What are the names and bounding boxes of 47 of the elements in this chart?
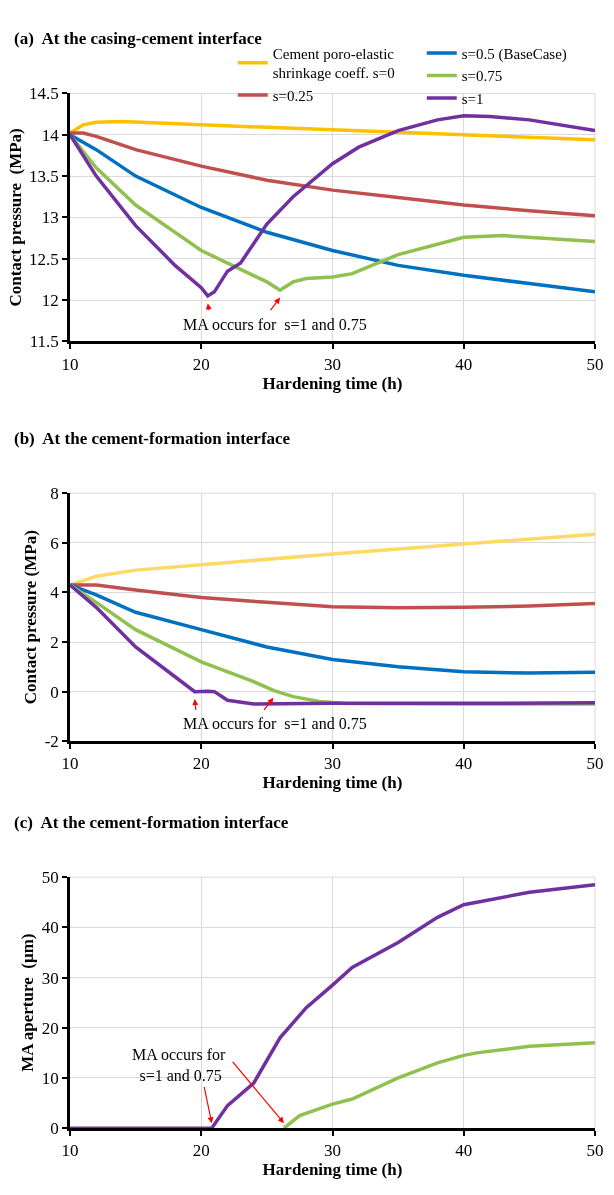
x-tick-label: 20 xyxy=(192,1141,210,1161)
x-tick-label: 20 xyxy=(192,754,210,774)
y-axis-title: Contact pressure (MPa) xyxy=(5,128,25,307)
legend-label: s=0.5 (BaseCase) xyxy=(461,45,567,63)
annotation: MA occurs for s=1 and 0.75 xyxy=(183,316,367,333)
x-axis-title: Hardening time (h) xyxy=(262,773,403,793)
x-tick-label: 50 xyxy=(586,754,604,774)
y-tick-label: 40 xyxy=(41,918,59,938)
y-tick-label: 20 xyxy=(41,1018,59,1038)
x-tick-label: 40 xyxy=(455,354,473,374)
legend-label: s=0.25 xyxy=(272,87,314,104)
x-tick-label: 30 xyxy=(324,754,341,774)
y-tick-label: -2 xyxy=(44,732,59,752)
x-tick-label: 40 xyxy=(455,754,473,774)
legend-label: s=1 xyxy=(461,90,484,107)
y-tick-label: 12.5 xyxy=(29,249,59,269)
y-tick-label: 30 xyxy=(41,968,59,988)
y-tick-label: 0 xyxy=(50,682,59,702)
x-tick-label: 20 xyxy=(192,354,210,374)
y-tick-label: 6 xyxy=(50,533,59,553)
x-tick-label: 30 xyxy=(324,354,341,374)
y-tick-label: 14 xyxy=(41,125,60,145)
x-tick-label: 50 xyxy=(586,354,604,374)
y-tick-label: 4 xyxy=(50,583,60,603)
chart-title: (b) At the cement-formation interface xyxy=(14,429,291,448)
chart-title: (c) At the cement-formation interface xyxy=(14,813,289,832)
y-tick-label: 13.5 xyxy=(29,167,59,187)
y-tick-label: 8 xyxy=(50,484,59,504)
y-tick-label: 10 xyxy=(41,1068,59,1088)
annotation: MA occurs for s=1 and 0.75 xyxy=(183,715,367,732)
x-tick-label: 50 xyxy=(586,1141,604,1161)
x-axis-title: Hardening time (h) xyxy=(262,1160,403,1180)
x-axis-title: Hardening time (h) xyxy=(262,373,403,393)
y-tick-label: 50 xyxy=(41,868,59,888)
legend-label: s=0.75 xyxy=(461,68,503,85)
x-tick-label: 30 xyxy=(324,1141,341,1161)
y-axis-title: MA aperture (µm) xyxy=(18,933,38,1072)
y-tick-label: 2 xyxy=(50,633,59,652)
annotation: MA occurs for s=1 and 0.75 xyxy=(132,1046,230,1084)
y-tick-label: 0 xyxy=(50,1119,59,1139)
y-tick-label: 13 xyxy=(41,208,59,228)
chart-title: (a) At the casing-cement interface xyxy=(14,29,263,48)
y-axis-title: Contact pressure (MPa) xyxy=(21,530,41,705)
y-tick-label: 12 xyxy=(41,291,59,311)
y-tick-label: 11.5 xyxy=(29,332,59,352)
y-tick-label: 14.5 xyxy=(29,84,59,104)
x-tick-label: 40 xyxy=(455,1141,473,1161)
